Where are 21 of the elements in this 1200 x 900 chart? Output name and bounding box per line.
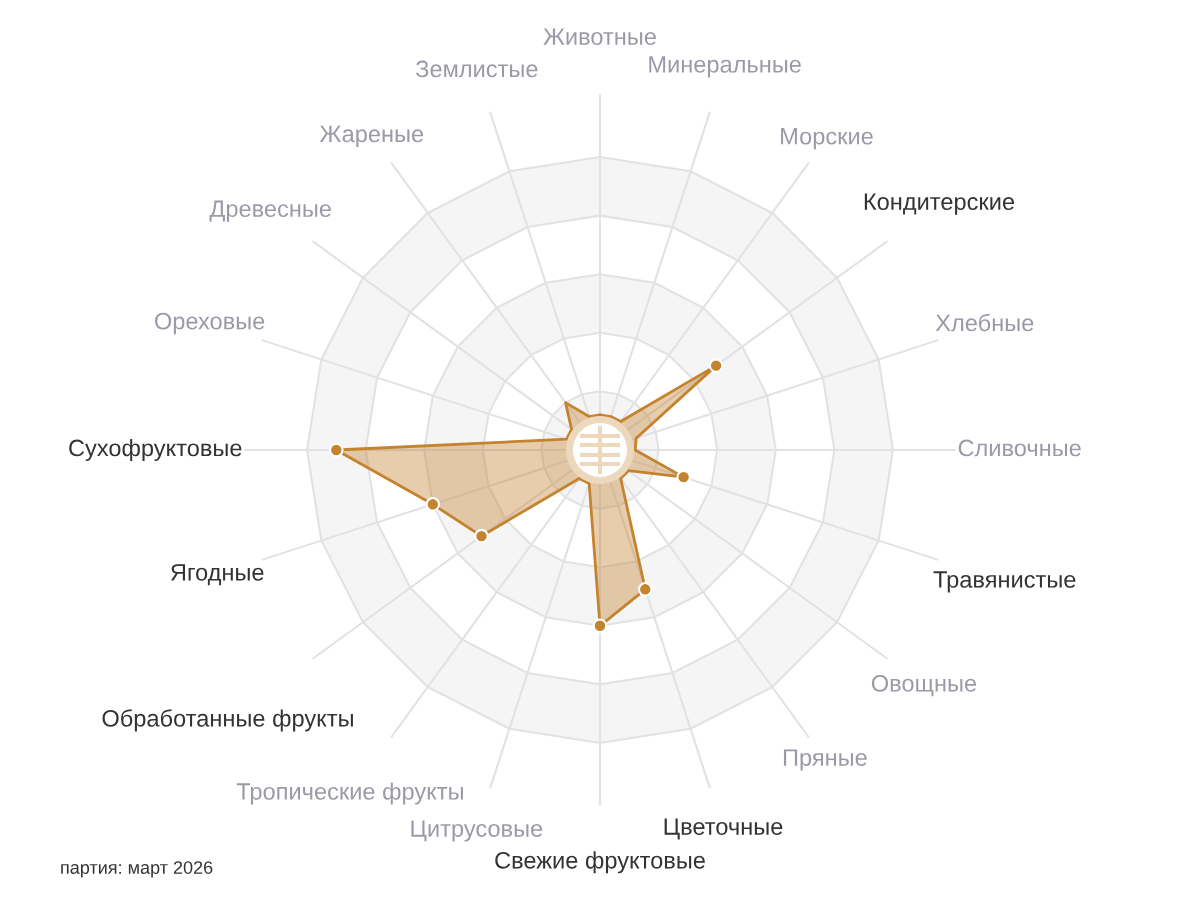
spoke-label: Жареные	[319, 125, 424, 147]
spoke-label: Тропические фрукты	[236, 782, 463, 805]
spoke-label: Ореховые	[155, 312, 265, 335]
spoke-label: Сливочные	[958, 439, 1081, 457]
spoke-label: Обработанные фрукты	[102, 709, 353, 732]
spoke-label: Травянистые	[933, 571, 1076, 593]
spoke-label: Пряные	[783, 749, 867, 771]
spoke-label: Древесные	[209, 200, 331, 222]
spoke-label: Цветочные	[664, 818, 783, 840]
spoke-label: Овощные	[871, 674, 977, 697]
spoke-label: Свежие фруктовые	[495, 851, 705, 874]
spoke-label: Землистые	[415, 60, 538, 78]
spoke-label: Цитрусовые	[411, 820, 543, 842]
spoke-label: Животные	[543, 28, 656, 46]
text: партия: март 2026	[61, 861, 213, 878]
spoke-label: Хлебные	[935, 313, 1034, 332]
spoke-label: Сухофруктовые	[69, 438, 242, 461]
spoke-label: Морские	[781, 128, 873, 150]
spoke-label: Кондитерские	[864, 193, 1015, 215]
spoke-label: Минеральные	[649, 56, 801, 78]
spoke-label: Ягодные	[171, 564, 264, 586]
